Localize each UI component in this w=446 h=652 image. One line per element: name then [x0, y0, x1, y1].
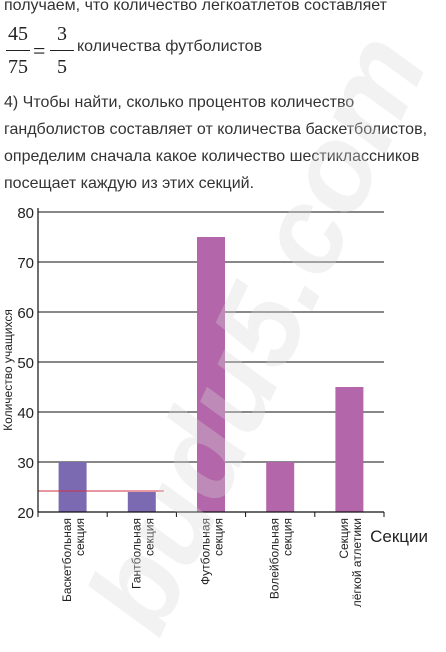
x-category-label: лёгкой атлетики	[350, 518, 364, 607]
y-tick-label: 60	[17, 305, 34, 322]
bar	[127, 492, 156, 512]
y-tick-label: 20	[17, 505, 34, 522]
fraction-denominator: 75	[8, 56, 28, 78]
x-category-label: Футбольная	[199, 518, 213, 585]
x-category-label: секция	[142, 518, 156, 556]
x-axis-label: Секции	[370, 527, 428, 546]
bar	[197, 237, 225, 512]
equals-sign: =	[33, 38, 46, 63]
y-tick-label: 40	[17, 405, 34, 422]
y-axis-label: Количество учащихся	[1, 309, 15, 431]
y-tick-label: 30	[17, 455, 34, 472]
x-category-label: Гантбольная	[129, 518, 143, 589]
fraction-bar	[6, 50, 30, 51]
x-category-label: Баскетбольная	[60, 518, 74, 602]
paragraph-line-4: посещает каждую из этих секций.	[4, 175, 255, 192]
x-category-label: секция	[73, 518, 87, 556]
y-tick-label: 70	[17, 255, 34, 272]
y-tick-label: 80	[17, 205, 34, 222]
fraction-denominator: 5	[57, 56, 67, 78]
fraction-bar	[50, 50, 74, 51]
x-category-label: Секция	[337, 518, 351, 559]
bar	[266, 462, 295, 512]
x-category-label: Волейбольная	[268, 518, 282, 599]
paragraph-line-3: определим сначала какое количество шести…	[4, 148, 420, 165]
paragraph-line-1: 4) Чтобы найти, сколько процентов количе…	[4, 94, 355, 111]
paragraph-line-2: гандболистов составляет от количества ба…	[4, 121, 428, 138]
intro-line: получаем, что количество легкоатлетов со…	[4, 0, 387, 14]
fraction-suffix: количества футболистов	[77, 38, 263, 55]
y-tick-label: 50	[17, 355, 34, 372]
fraction-numerator: 3	[57, 23, 67, 45]
x-category-label: секция	[212, 518, 226, 556]
fraction-numerator: 45	[8, 23, 28, 45]
x-category-label: секция	[281, 518, 295, 556]
bar	[58, 462, 87, 512]
bar	[335, 387, 364, 512]
